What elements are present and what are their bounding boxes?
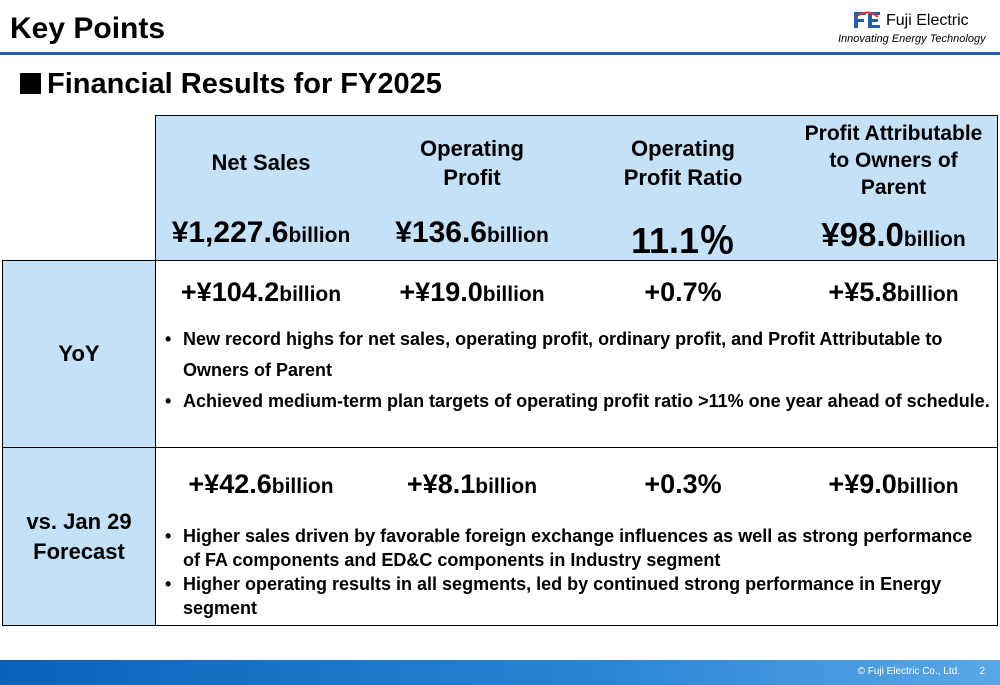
metric-label: Profit Attributable to Owners of Parent: [804, 122, 983, 199]
logo-tagline: Innovating Energy Technology: [838, 33, 986, 45]
row-divider: [3, 447, 997, 448]
row-label-forecast: vs. Jan 29 Forecast: [3, 448, 156, 625]
fe-logo-icon: [854, 11, 880, 28]
delta-profit-attributable: +¥9.0billion: [828, 469, 959, 499]
footer-bar: [0, 660, 1000, 685]
metric-label: Operating Profit: [420, 136, 524, 190]
yoy-bullet-list: New record highs for net sales, operatin…: [163, 324, 993, 417]
metric-label: Operating Profit Ratio: [623, 136, 743, 190]
logo-name: Fuji Electric: [886, 12, 969, 29]
delta-net-sales: +¥104.2billion: [180, 277, 342, 307]
list-item: Higher operating results in all segments…: [163, 572, 993, 620]
metric-value: ¥98.0billion: [821, 216, 966, 253]
delta-profit-attributable: +¥5.8billion: [828, 277, 959, 307]
forecast-bullet-list: Higher sales driven by favorable foreign…: [163, 524, 993, 620]
square-bullet-icon: [20, 73, 41, 94]
delta-operating-profit-ratio: +0.3%: [644, 469, 722, 499]
copyright-text: © Fuji Electric Co., Ltd.: [857, 666, 960, 677]
delta-operating-profit-ratio: +0.7%: [644, 277, 722, 307]
list-item: Achieved medium-term plan targets of ope…: [163, 386, 993, 417]
metrics-header-panel: Net Sales ¥1,227.6billion Operating Prof…: [155, 115, 999, 261]
metric-value: ¥136.6billion: [395, 216, 549, 249]
metric-value: 11.1％: [630, 220, 736, 261]
delta-net-sales: +¥42.6billion: [188, 469, 334, 499]
metric-net-sales: Net Sales ¥1,227.6billion: [156, 116, 366, 261]
metric-operating-profit-ratio: Operating Profit Ratio 11.1％: [578, 116, 788, 261]
page-title: Key Points: [10, 12, 166, 45]
delta-operating-profit: +¥19.0billion: [399, 277, 545, 307]
metric-profit-attributable: Profit Attributable to Owners of Parent …: [788, 116, 999, 261]
delta-operating-profit: +¥8.1billion: [406, 469, 538, 499]
row-label-yoy: YoY: [3, 261, 156, 447]
page-number: 2: [979, 666, 985, 677]
metric-operating-profit: Operating Profit ¥136.6billion: [366, 116, 578, 261]
company-logo: Fuji Electric Innovating Energy Technolo…: [838, 10, 986, 48]
section-heading: Financial Results for FY2025: [20, 68, 442, 101]
section-heading-text: Financial Results for FY2025: [47, 68, 442, 100]
results-table: YoY +¥104.2billion +¥19.0billion +0.7% +…: [2, 260, 998, 626]
metric-value: ¥1,227.6billion: [171, 216, 351, 249]
list-item: New record highs for net sales, operatin…: [163, 324, 993, 386]
title-divider: [0, 52, 1000, 55]
metric-label: Net Sales: [211, 150, 311, 175]
list-item: Higher sales driven by favorable foreign…: [163, 524, 993, 572]
